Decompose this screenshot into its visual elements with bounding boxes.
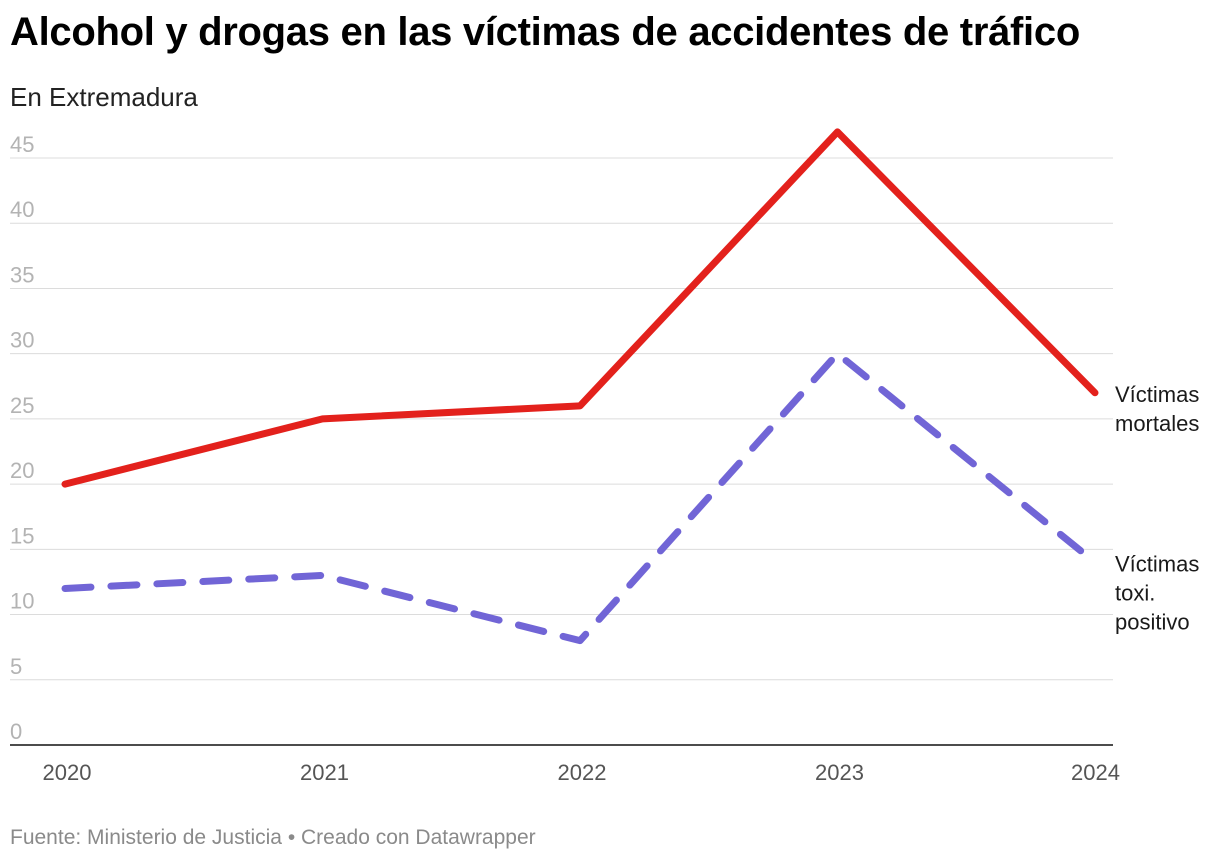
series-line-2 bbox=[61, 350, 1099, 645]
y-tick-label: 45 bbox=[10, 132, 34, 157]
series-line-1 bbox=[61, 128, 1099, 488]
series-label-2: Víctimas toxi. positivo bbox=[1115, 551, 1199, 634]
x-tick-label: 2024 bbox=[1071, 760, 1120, 785]
y-tick-label: 30 bbox=[10, 328, 34, 353]
y-tick-label: 35 bbox=[10, 262, 34, 287]
footer-separator: • bbox=[287, 826, 296, 849]
y-tick-label: 5 bbox=[10, 654, 22, 679]
y-tick-label: 40 bbox=[10, 197, 34, 222]
y-tick-label: 10 bbox=[10, 589, 34, 614]
chart-subtitle: En Extremadura bbox=[10, 82, 198, 112]
y-axis-ticks: 0 5 10 15 20 25 30 35 40 45 bbox=[10, 132, 34, 744]
source-note: Fuente: Ministerio de Justicia bbox=[10, 826, 282, 849]
x-axis-ticks: 2020 2021 2022 2023 2024 bbox=[43, 760, 1120, 785]
y-tick-label: 20 bbox=[10, 458, 34, 483]
y-tick-label: 25 bbox=[10, 393, 34, 418]
y-tick-label: 0 bbox=[10, 719, 22, 744]
x-tick-label: 2020 bbox=[43, 760, 92, 785]
y-tick-label: 15 bbox=[10, 523, 34, 548]
x-tick-label: 2022 bbox=[558, 760, 607, 785]
series-lines bbox=[61, 128, 1099, 645]
chart-title: Alcohol y drogas en las víctimas de acci… bbox=[10, 10, 1080, 54]
footer: Fuente: Ministerio de Justicia • Creado … bbox=[10, 826, 536, 850]
series-labels: Víctimas mortales Víctimas toxi. positivo bbox=[1115, 382, 1199, 635]
series-label-1: Víctimas mortales bbox=[1115, 382, 1199, 436]
x-tick-label: 2021 bbox=[300, 760, 349, 785]
x-tick-label: 2023 bbox=[815, 760, 864, 785]
credit-note: Creado con Datawrapper bbox=[301, 826, 536, 849]
gridlines bbox=[10, 157, 1113, 681]
